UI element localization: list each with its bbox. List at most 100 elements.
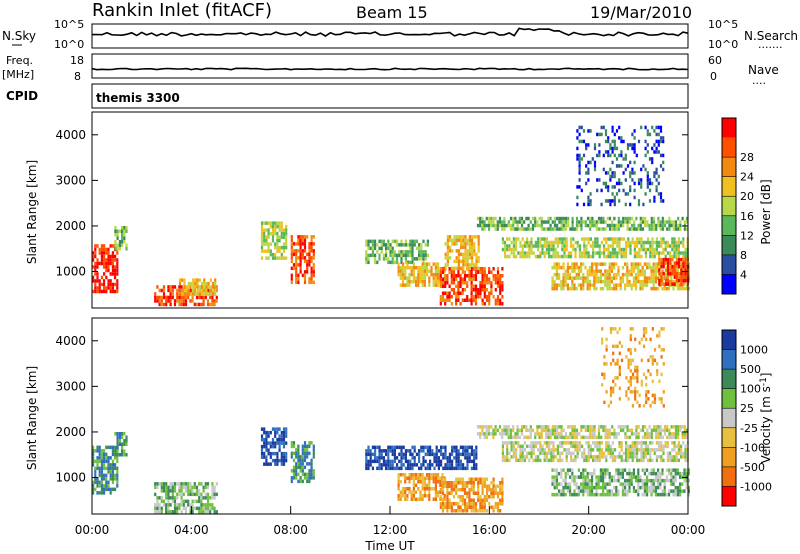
- heatmap-cell: [618, 181, 621, 186]
- heatmap-cell: [301, 455, 304, 459]
- heatmap-cell: [642, 202, 645, 207]
- heatmap-cell: [290, 444, 293, 449]
- heatmap-cell: [602, 485, 605, 490]
- heatmap-cell: [488, 502, 491, 506]
- heatmap-cell: [449, 235, 452, 239]
- heatmap-cell: [470, 459, 473, 464]
- heatmap-cell: [680, 282, 683, 286]
- heatmap-cell: [297, 280, 300, 285]
- heatmap-cell: [548, 251, 551, 255]
- heatmap-cell: [589, 428, 592, 433]
- heatmap-cell: [628, 485, 631, 490]
- heatmap-cell: [173, 510, 177, 514]
- heatmap-cell: [685, 478, 688, 483]
- heatmap-cell: [402, 243, 405, 247]
- heatmap-cell: [573, 475, 576, 479]
- heatmap-cell: [499, 509, 502, 513]
- heatmap-cell: [154, 482, 157, 486]
- heatmap-cell: [123, 453, 126, 457]
- nsearch-label: N.Search: [744, 29, 798, 43]
- heatmap-cell: [182, 506, 185, 511]
- heatmap-cell: [303, 448, 307, 452]
- heatmap-cell: [684, 275, 687, 279]
- heatmap-cell: [441, 509, 445, 513]
- heatmap-cell: [629, 185, 632, 189]
- heatmap-cell: [555, 475, 558, 479]
- heatmap-cell: [464, 252, 467, 257]
- heatmap-cell: [263, 427, 266, 431]
- heatmap-cell: [509, 428, 513, 433]
- heatmap-cell: [156, 482, 159, 486]
- heatmap-cell: [526, 251, 529, 255]
- heatmap-cell: [278, 427, 281, 431]
- heatmap-cell: [455, 459, 458, 464]
- heatmap-cell: [446, 484, 449, 488]
- heatmap-cell: [608, 223, 612, 228]
- heatmap-cell: [111, 286, 114, 290]
- heatmap-cell: [441, 484, 445, 488]
- heatmap-cell: [111, 261, 114, 266]
- heatmap-cell: [658, 244, 661, 248]
- heatmap-cell: [566, 468, 569, 472]
- heatmap-cell: [107, 286, 110, 290]
- heatmap-cell: [663, 432, 667, 436]
- heatmap-cell: [659, 265, 662, 270]
- heatmap-cell: [424, 253, 427, 258]
- heatmap-cell: [165, 496, 168, 500]
- heatmap-cell: [644, 125, 647, 130]
- heatmap-cell: [630, 432, 634, 436]
- y-tick-label: 4000: [55, 334, 86, 348]
- colorbar-segment: [722, 388, 736, 409]
- heatmap-cell: [301, 451, 304, 456]
- heatmap-cell: [501, 227, 504, 231]
- heatmap-cell: [672, 468, 675, 472]
- heatmap-cell: [655, 132, 658, 137]
- heatmap-cell: [583, 455, 586, 459]
- heatmap-cell: [181, 292, 184, 296]
- heatmap-cell: [481, 432, 484, 436]
- heatmap-cell: [162, 295, 166, 300]
- heatmap-cell: [369, 459, 372, 464]
- heatmap-cell: [114, 233, 117, 237]
- heatmap-cell: [292, 441, 296, 445]
- heatmap-cell: [463, 509, 467, 513]
- heatmap-cell: [98, 289, 101, 294]
- heatmap-cell: [267, 235, 270, 239]
- heatmap-cell: [260, 231, 264, 236]
- heatmap-cell: [409, 250, 412, 254]
- heatmap-cell: [638, 251, 641, 255]
- heatmap-cell: [267, 231, 270, 236]
- cpid-label: CPID: [6, 89, 38, 103]
- heatmap-cell: [470, 302, 473, 306]
- heatmap-cell: [490, 491, 493, 495]
- heatmap-cell: [462, 463, 465, 467]
- heatmap-cell: [578, 254, 581, 259]
- heatmap-cell: [679, 492, 682, 497]
- heatmap-cell: [676, 283, 679, 287]
- heatmap-cell: [470, 498, 473, 502]
- heatmap-cell: [639, 227, 642, 231]
- heatmap-cell: [409, 449, 412, 453]
- heatmap-cell: [260, 228, 264, 232]
- heatmap-cell: [466, 266, 469, 271]
- heatmap-cell: [510, 444, 513, 449]
- heatmap-cell: [428, 480, 431, 484]
- heatmap-cell: [371, 253, 374, 258]
- heatmap-cell: [621, 272, 624, 277]
- heatmap-cell: [114, 449, 117, 453]
- heatmap-cell: [121, 453, 124, 457]
- heatmap-cell: [116, 449, 119, 453]
- heatmap-cell: [574, 458, 577, 463]
- heatmap-cell: [640, 383, 643, 387]
- heatmap-cell: [473, 263, 476, 267]
- heatmap-cell: [621, 468, 624, 472]
- heatmap-cell: [633, 136, 636, 140]
- heatmap-cell: [624, 435, 627, 440]
- heatmap-cell: [282, 458, 286, 463]
- heatmap-cell: [571, 425, 574, 429]
- heatmap-cell: [503, 455, 507, 459]
- heatmap-cell: [617, 220, 620, 224]
- heatmap-cell: [400, 260, 403, 265]
- nsky-strip-frame: [91, 23, 689, 49]
- heatmap-cell: [644, 167, 647, 172]
